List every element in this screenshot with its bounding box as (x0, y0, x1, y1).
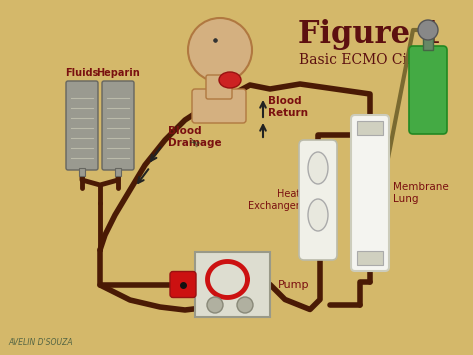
Text: Membrane
Lung: Membrane Lung (393, 182, 449, 204)
Text: Basic ECMO Circuit: Basic ECMO Circuit (299, 53, 441, 67)
Text: Blood
Drainage: Blood Drainage (168, 126, 222, 148)
Circle shape (188, 18, 252, 82)
Text: Heat
Exchanger: Heat Exchanger (248, 189, 300, 211)
Text: Blood
Return: Blood Return (268, 96, 308, 118)
Text: Figure 1: Figure 1 (298, 20, 442, 50)
Text: AVELIN D'SOUZA: AVELIN D'SOUZA (8, 338, 73, 347)
FancyBboxPatch shape (351, 115, 389, 271)
Text: Fluids: Fluids (65, 68, 99, 78)
Circle shape (207, 297, 223, 313)
FancyBboxPatch shape (170, 272, 196, 297)
Bar (423, 36, 433, 50)
Ellipse shape (308, 152, 328, 184)
Ellipse shape (308, 199, 328, 231)
Bar (79, 168, 85, 176)
FancyBboxPatch shape (66, 81, 98, 170)
FancyBboxPatch shape (409, 46, 447, 134)
Text: ✂: ✂ (187, 132, 203, 148)
FancyBboxPatch shape (206, 75, 232, 99)
Bar (195, 252, 270, 317)
Bar (357, 121, 383, 135)
Text: Heparin: Heparin (96, 68, 140, 78)
Bar (357, 251, 383, 265)
Bar (115, 168, 121, 176)
FancyBboxPatch shape (192, 89, 246, 123)
Circle shape (418, 20, 438, 40)
FancyBboxPatch shape (299, 140, 337, 260)
Text: Pump: Pump (278, 279, 309, 289)
Ellipse shape (219, 72, 241, 88)
Circle shape (237, 297, 253, 313)
FancyBboxPatch shape (102, 81, 134, 170)
